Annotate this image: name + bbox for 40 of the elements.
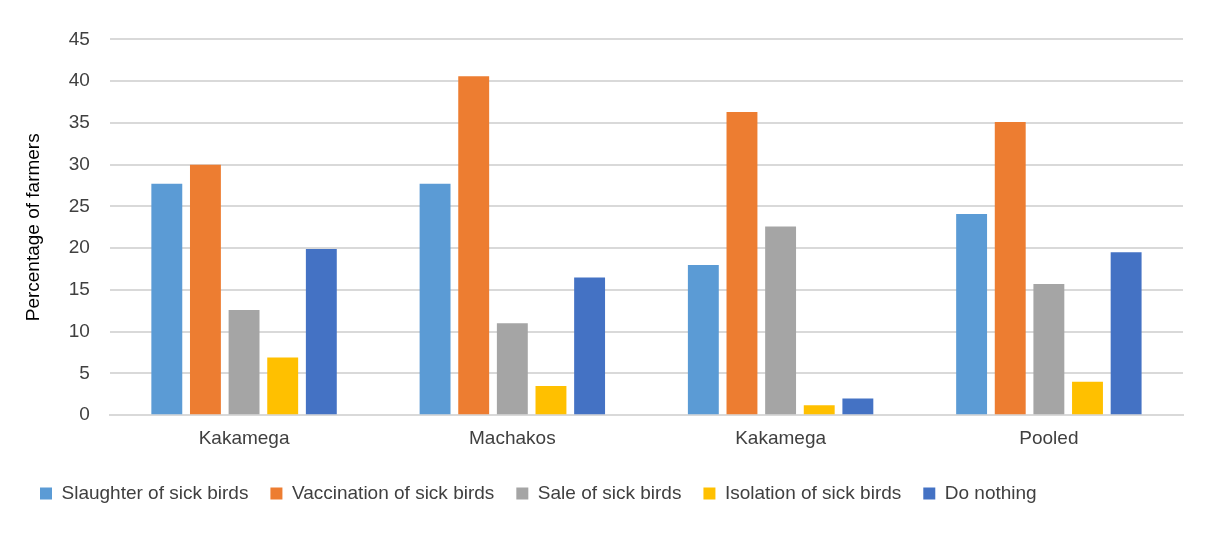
bar [726, 112, 758, 415]
bar [803, 405, 835, 415]
bar [267, 357, 299, 415]
legend-label: Isolation of sick birds [724, 481, 902, 503]
bar [1072, 381, 1103, 415]
bar [994, 122, 1026, 415]
y-tick-label: 20 [68, 236, 90, 258]
bar [305, 249, 337, 415]
bar [956, 213, 988, 415]
x-tick-label: Pooled [1019, 426, 1079, 448]
y-tick-label: 45 [68, 27, 90, 49]
y-tick-label: 0 [79, 403, 90, 425]
y-tick-label: 15 [68, 278, 90, 300]
bar [687, 264, 719, 415]
bar [419, 183, 451, 415]
bar [496, 323, 528, 415]
bar [151, 183, 183, 415]
bar [765, 226, 797, 415]
y-tick-label: 5 [79, 361, 90, 383]
bar [1110, 252, 1142, 415]
y-tick-label: 40 [68, 69, 90, 91]
bar [535, 385, 567, 415]
legend-label: Vaccination of sick birds [291, 481, 495, 503]
y-tick-label: 10 [68, 319, 90, 341]
y-tick-label: 25 [68, 194, 90, 216]
legend-label: Sale of sick birds [537, 481, 682, 503]
bar [189, 164, 221, 415]
x-tick-label: Kakamega [735, 426, 827, 448]
bar [574, 277, 606, 415]
y-tick-label: 35 [68, 111, 90, 133]
bar [1033, 284, 1065, 415]
bar [842, 398, 874, 415]
x-tick-label: Machakos [469, 426, 556, 448]
y-axis-title: Percentage of farmers [21, 133, 43, 322]
legend-label: Do nothing [944, 481, 1037, 503]
bar [228, 309, 260, 415]
y-tick-label: 30 [68, 152, 90, 174]
legend-label: Slaughter of sick birds [61, 481, 249, 503]
bar [458, 76, 490, 415]
x-tick-label: Kakamega [198, 426, 290, 448]
